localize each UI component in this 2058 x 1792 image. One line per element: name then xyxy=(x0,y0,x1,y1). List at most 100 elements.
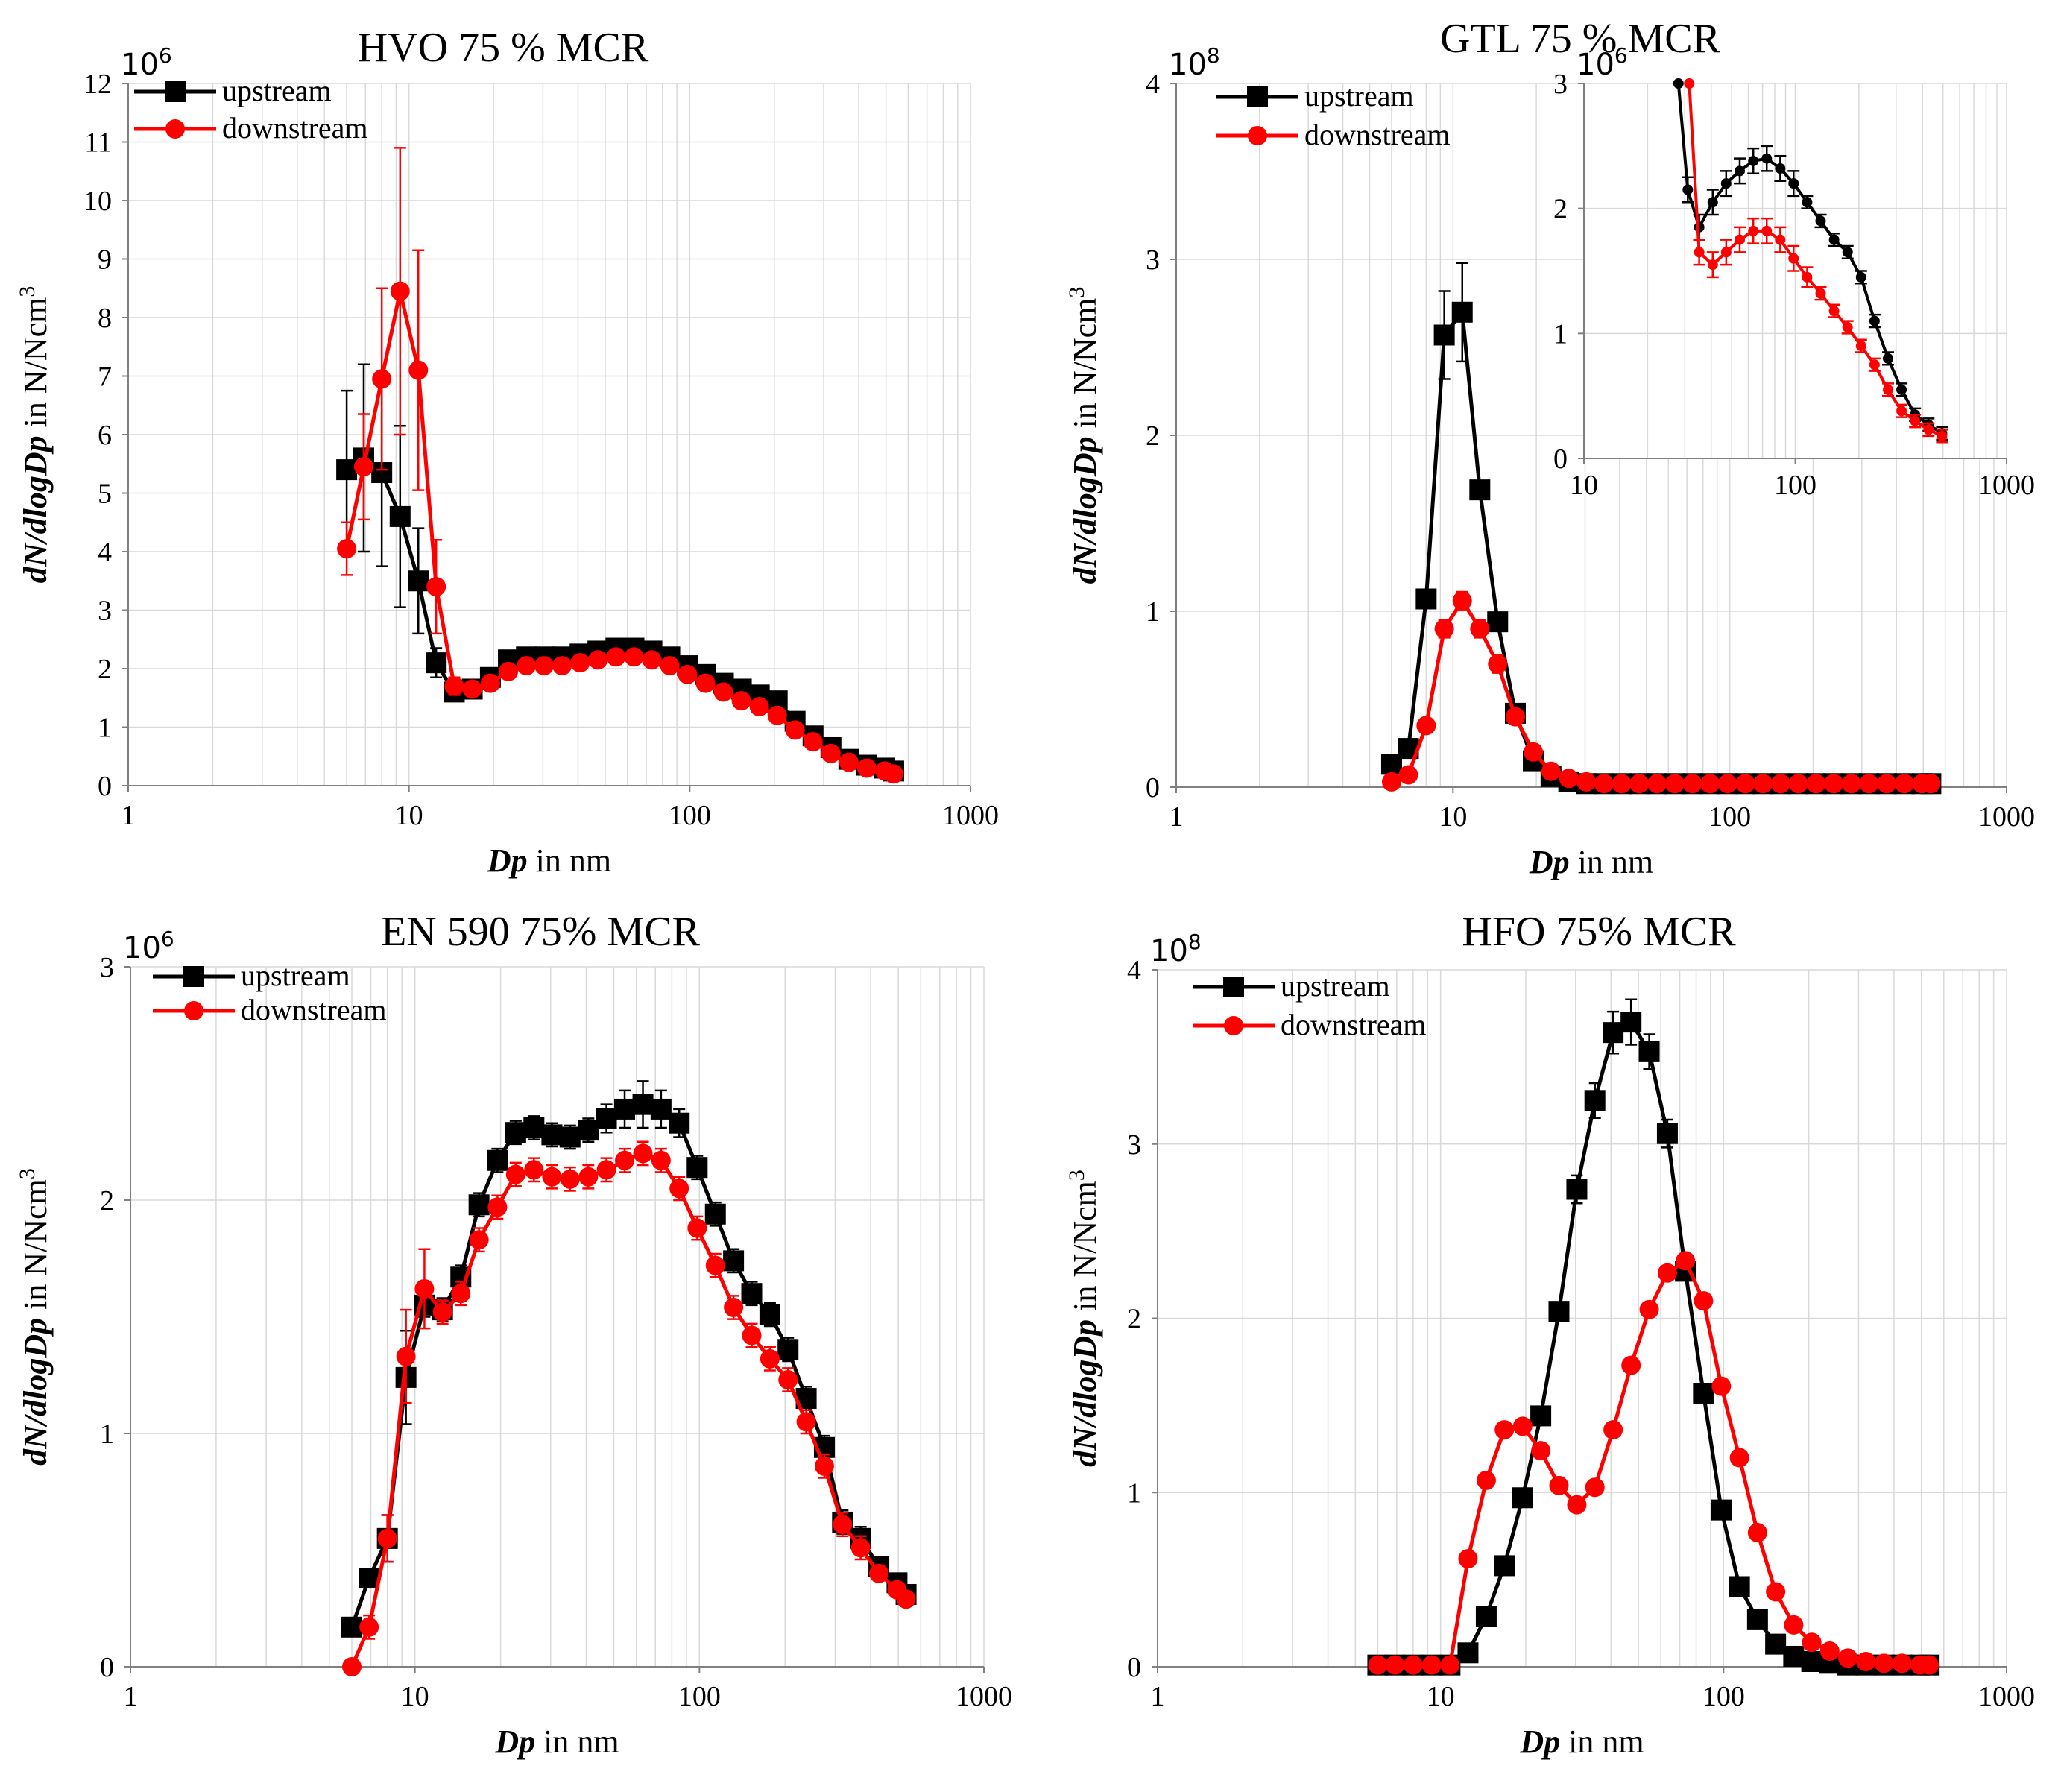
data-point-downstream xyxy=(1549,1475,1569,1495)
multiplier-base: 10 xyxy=(121,48,159,82)
legend-label-upstream: upstream xyxy=(241,959,350,992)
legend-marker-upstream xyxy=(183,966,204,987)
data-point-downstream xyxy=(1892,1653,1912,1673)
data-point-upstream xyxy=(1603,1022,1624,1044)
data-point-downstream xyxy=(1910,415,1921,426)
chart-3-series-upstream xyxy=(1367,998,1940,1676)
data-point-downstream xyxy=(1923,424,1934,435)
data-point-downstream xyxy=(1676,1251,1696,1271)
data-point-downstream xyxy=(814,1456,834,1476)
data-point-downstream xyxy=(760,1348,780,1369)
y-axis-label-var: dN/dlogDp xyxy=(17,1318,54,1466)
data-point-downstream xyxy=(1921,774,1941,794)
data-point-downstream xyxy=(1684,78,1695,89)
y-axis-label-unit: in N/Ncm xyxy=(17,297,54,436)
data-point-downstream xyxy=(1700,774,1720,794)
y-tick-label: 5 xyxy=(98,479,112,510)
data-point-downstream xyxy=(451,1284,471,1304)
x-tick-label: 1000 xyxy=(1978,470,2035,501)
x-axis-label-var: Dp xyxy=(1519,1723,1560,1760)
data-point-downstream xyxy=(785,720,805,740)
y-tick-label: 8 xyxy=(98,303,112,334)
data-point-downstream xyxy=(469,1230,489,1250)
data-point-downstream xyxy=(1505,707,1525,727)
data-point-downstream xyxy=(1488,654,1508,674)
x-tick-label: 100 xyxy=(1702,1681,1745,1712)
data-point-upstream xyxy=(541,1124,563,1146)
data-point-downstream xyxy=(749,697,769,717)
data-point-downstream xyxy=(534,656,555,676)
x-tick-label: 100 xyxy=(1708,801,1751,833)
data-point-downstream xyxy=(578,1167,599,1187)
data-point-downstream xyxy=(1894,774,1914,794)
data-point-downstream xyxy=(414,1278,435,1299)
legend-marker-upstream xyxy=(165,81,186,102)
data-point-downstream xyxy=(1859,774,1879,794)
data-point-downstream xyxy=(624,647,644,667)
data-point-upstream xyxy=(1748,155,1759,166)
multiplier-exponent: 6 xyxy=(159,43,172,68)
y-tick-label: 10 xyxy=(83,186,112,217)
data-point-downstream xyxy=(767,705,787,725)
data-point-downstream xyxy=(1559,769,1579,789)
data-point-upstream xyxy=(650,1098,672,1120)
data-point-downstream xyxy=(1452,590,1472,611)
data-point-downstream xyxy=(1855,341,1866,352)
data-point-upstream xyxy=(686,1157,708,1179)
data-point-downstream xyxy=(695,673,716,693)
y-tick-label: 4 xyxy=(1127,955,1141,986)
y-tick-label: 0 xyxy=(98,771,112,802)
data-point-downstream xyxy=(856,758,877,778)
legend-label-upstream: upstream xyxy=(1281,969,1390,1003)
data-point-upstream xyxy=(1566,1179,1588,1200)
chart-0-series-downstream xyxy=(337,147,903,784)
data-point-downstream xyxy=(778,1370,798,1390)
data-point-downstream xyxy=(396,1346,416,1366)
y-tick-label: 3 xyxy=(98,596,112,627)
data-point-downstream xyxy=(1770,774,1790,794)
data-point-downstream xyxy=(1594,774,1614,794)
data-point-downstream xyxy=(1531,1441,1551,1461)
legend-marker-downstream xyxy=(1224,1016,1243,1035)
legend-label-upstream: upstream xyxy=(222,74,332,107)
data-point-downstream xyxy=(1841,774,1861,794)
y-tick-label: 1 xyxy=(100,1419,114,1450)
data-point-upstream xyxy=(468,1194,490,1216)
data-point-upstream xyxy=(1487,611,1509,633)
y-tick-label: 3 xyxy=(1127,1129,1141,1161)
data-point-upstream xyxy=(723,1250,745,1272)
data-point-upstream xyxy=(1883,353,1894,364)
data-point-upstream xyxy=(341,1616,362,1638)
data-point-downstream xyxy=(560,1169,580,1189)
data-point-downstream xyxy=(1524,742,1544,762)
data-point-downstream xyxy=(1694,1291,1714,1311)
data-point-downstream xyxy=(596,1160,616,1180)
x-tick-label: 10 xyxy=(1570,470,1598,501)
y-axis-label: dN/dlogDp in N/Ncm3 xyxy=(15,1168,54,1466)
data-point-downstream xyxy=(1869,359,1880,370)
data-point-upstream xyxy=(1828,234,1840,245)
data-point-downstream xyxy=(713,682,733,702)
data-point-downstream xyxy=(833,1515,853,1535)
data-point-upstream xyxy=(523,1117,545,1138)
data-point-downstream xyxy=(1476,1470,1496,1490)
legend-marker-downstream xyxy=(165,119,185,139)
data-point-downstream xyxy=(1937,430,1948,441)
data-point-downstream xyxy=(1458,1549,1478,1569)
data-point-upstream xyxy=(1475,1606,1497,1627)
data-point-upstream xyxy=(1802,197,1813,208)
data-point-upstream xyxy=(1451,301,1473,323)
y-axis-label: dN/dlogDp in N/Ncm3 xyxy=(15,286,54,584)
data-point-upstream xyxy=(578,1120,599,1141)
x-tick-label: 1000 xyxy=(942,800,999,831)
legend-marker-upstream xyxy=(1223,977,1244,997)
data-point-downstream xyxy=(1806,774,1826,794)
data-point-downstream xyxy=(705,1255,725,1275)
y-tick-label: 4 xyxy=(1146,69,1160,100)
data-point-upstream xyxy=(389,505,411,527)
data-point-upstream xyxy=(759,1304,780,1325)
